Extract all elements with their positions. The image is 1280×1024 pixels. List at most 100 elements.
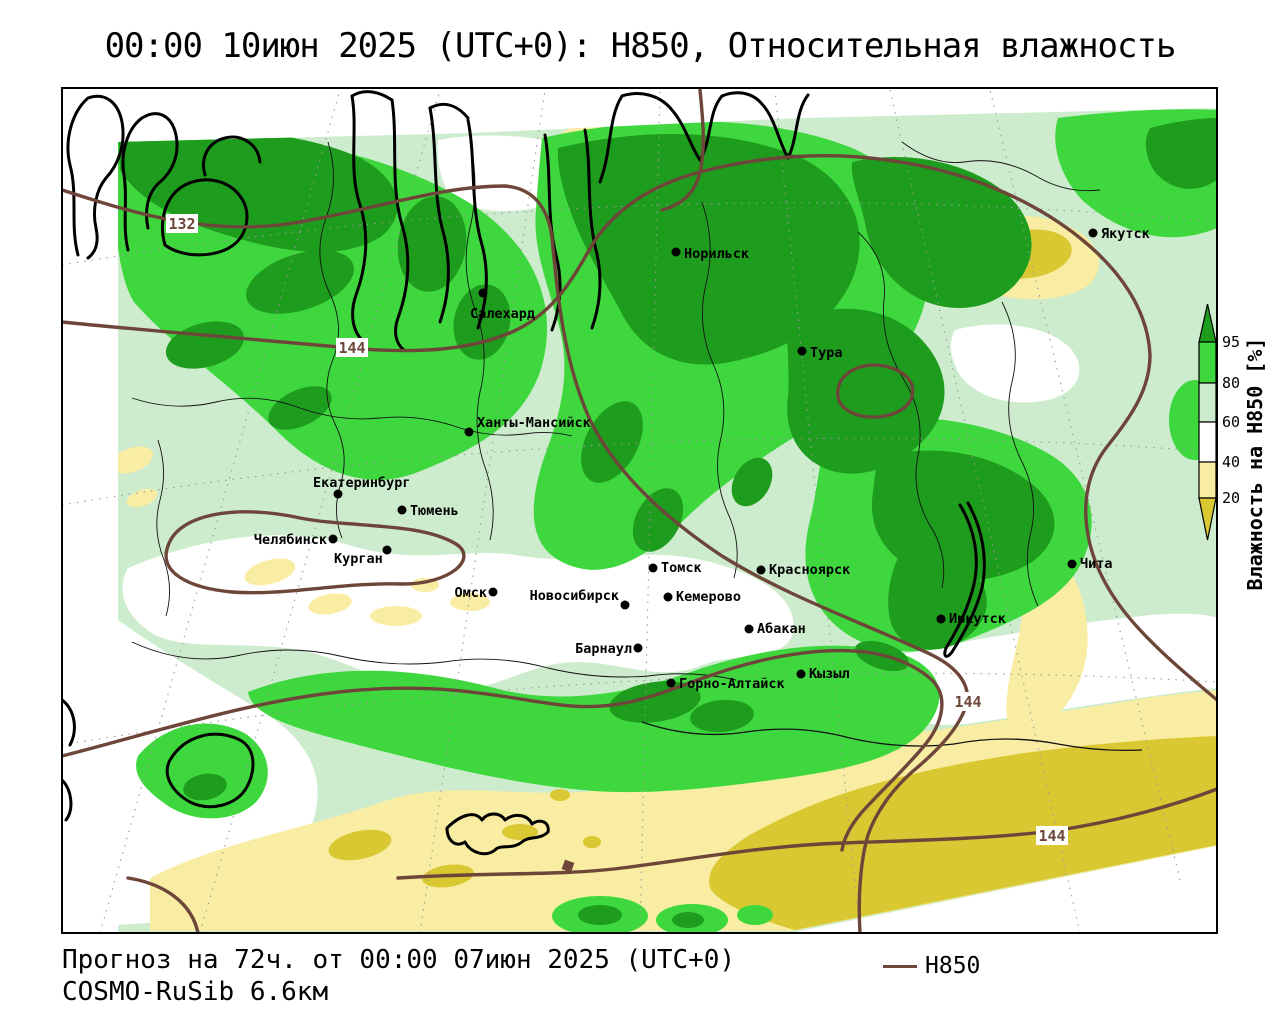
- city-marker: Екатеринбург: [313, 475, 411, 499]
- city-marker: Тюмень: [397, 503, 459, 519]
- city-marker: Новосибирск: [530, 588, 630, 610]
- colorbar-title: Влажность на H850 [%]: [1243, 338, 1267, 591]
- city-marker: Чита: [1067, 556, 1113, 572]
- footer-captions: Прогноз на 72ч. от 00:00 07июн 2025 (UTC…: [62, 944, 735, 1008]
- colorbar-tick-label: 40: [1222, 453, 1240, 471]
- admin-borders-layer: [131, 141, 1143, 752]
- city-dot: [633, 643, 643, 653]
- city-marker: Барнаул: [575, 641, 643, 657]
- city-dot: [464, 427, 474, 437]
- city-marker: Омск: [454, 585, 498, 601]
- city-label: Норильск: [684, 246, 749, 262]
- city-label: Челябинск: [254, 532, 327, 548]
- colorbar-segment: [1198, 382, 1217, 423]
- city-dot: [648, 563, 658, 573]
- colorbar-segment: [1198, 341, 1217, 384]
- city-dot: [488, 587, 498, 597]
- city-label: Красноярск: [769, 562, 850, 578]
- city-dot: [756, 565, 766, 575]
- city-dot: [1088, 228, 1098, 238]
- cities-layer: Якутск Норильск Салехард Тура Ханты-Мансийск…: [254, 226, 1150, 692]
- city-marker: Томск: [648, 560, 702, 576]
- city-dot: [333, 489, 343, 499]
- colorbar-tick-label: 20: [1222, 489, 1240, 507]
- city-marker: Горно-Алтайск: [666, 676, 785, 692]
- city-dot: [797, 346, 807, 356]
- city-marker: Тура: [797, 345, 843, 361]
- colorbar-tick-label: 95: [1222, 333, 1240, 351]
- city-dot: [936, 614, 946, 624]
- contour-layer: [62, 88, 1217, 933]
- city-label: Якутск: [1101, 226, 1150, 242]
- city-dot: [796, 669, 806, 679]
- contour-value-label: 144: [1036, 826, 1068, 845]
- city-dot: [663, 592, 673, 602]
- city-dot: [1067, 559, 1077, 569]
- city-label: Иркутск: [949, 611, 1006, 627]
- h850-legend: H850: [883, 953, 980, 979]
- city-marker: Иркутск: [936, 611, 1006, 627]
- colorbar-segment: [1198, 421, 1217, 463]
- city-label: Чита: [1080, 556, 1113, 572]
- city-label: Тура: [810, 345, 843, 361]
- colorbar-arrow-down: [1198, 497, 1217, 541]
- city-marker: Кемерово: [663, 589, 741, 605]
- city-label: Кызыл: [809, 666, 850, 682]
- city-dot: [620, 600, 630, 610]
- city-marker: Красноярск: [756, 562, 850, 578]
- city-marker: Ханты-Мансийск: [464, 415, 591, 437]
- city-dot: [478, 288, 488, 298]
- colorbar-tick-label: 60: [1222, 413, 1240, 431]
- contour-value-label: 144: [336, 338, 368, 357]
- city-label: Омск: [454, 585, 487, 601]
- colorbar-tick-label: 80: [1222, 374, 1240, 392]
- city-label: Екатеринбург: [313, 475, 411, 491]
- model-caption: COSMO-RuSib 6.6км: [62, 977, 329, 1007]
- city-label: Курган: [334, 551, 383, 567]
- h850-legend-label: H850: [925, 953, 981, 979]
- contour-value-label: 144: [952, 692, 984, 711]
- city-dot: [382, 545, 392, 555]
- city-label: Горно-Алтайск: [679, 676, 785, 692]
- coastline-layer: [62, 90, 986, 873]
- city-label: Тюмень: [410, 503, 459, 519]
- contour-label-box: [166, 214, 198, 233]
- contour-label-box: [336, 338, 368, 357]
- city-dot: [744, 624, 754, 634]
- city-marker: Кызыл: [796, 666, 850, 682]
- city-marker: Якутск: [1088, 226, 1150, 242]
- city-dot: [671, 247, 681, 257]
- contour-label-text: 144: [954, 693, 981, 711]
- city-label: Новосибирск: [530, 588, 619, 604]
- contour-label-box: [952, 692, 984, 711]
- city-label: Кемерово: [676, 589, 741, 605]
- contour-label-text: 144: [338, 339, 365, 357]
- contour-value-label: 132: [166, 214, 198, 233]
- h850-contour-line-icon: [883, 964, 917, 968]
- contour-labels-layer: 132 144 144 144: [166, 214, 1068, 845]
- city-label: Салехард: [470, 306, 535, 322]
- map-frame: [61, 87, 1218, 934]
- humidity-colorbar: 95 80 60 40 20: [1198, 303, 1240, 541]
- contour-label-text: 132: [168, 215, 195, 233]
- city-marker: Салехард: [470, 288, 535, 322]
- city-label: Ханты-Мансийск: [477, 415, 591, 431]
- city-label: Барнаул: [575, 641, 632, 657]
- city-dot: [397, 505, 407, 515]
- contour-label-text: 144: [1038, 827, 1065, 845]
- city-label: Томск: [661, 560, 702, 576]
- city-marker: Норильск: [671, 246, 749, 262]
- city-dot: [666, 678, 676, 688]
- graticule-layer: [62, 89, 1217, 933]
- city-marker: Челябинск: [254, 532, 338, 548]
- forecast-caption: Прогноз на 72ч. от 00:00 07июн 2025 (UTC…: [62, 945, 736, 975]
- contour-label-box: [1036, 826, 1068, 845]
- city-marker: Курган: [334, 545, 392, 567]
- page-title: 00:00 10июн 2025 (UTC+0): H850, Относите…: [104, 26, 1177, 66]
- city-label: Абакан: [757, 621, 806, 637]
- city-marker: Абакан: [744, 621, 806, 637]
- city-dot: [328, 534, 338, 544]
- colorbar-segment: [1198, 461, 1217, 499]
